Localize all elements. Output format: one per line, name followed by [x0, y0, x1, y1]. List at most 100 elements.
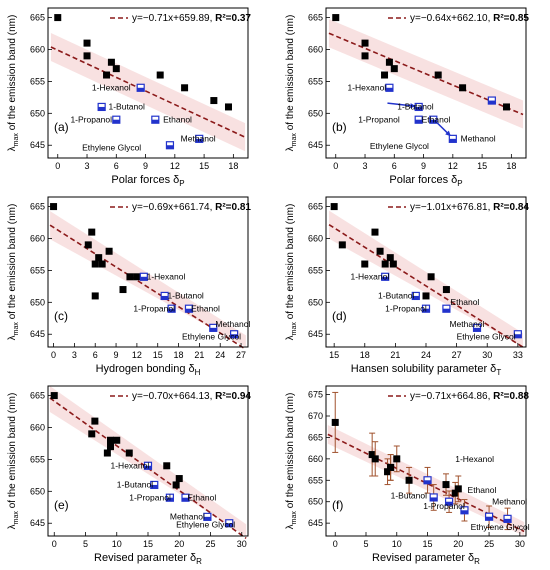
solvent-label: 1-Propanol	[70, 114, 112, 124]
x-tick-label: 25	[205, 539, 215, 549]
data-point-black	[224, 103, 232, 111]
solvent-label: 1-Propanol	[423, 501, 465, 511]
data-point-black	[163, 462, 171, 470]
data-point-blue	[484, 512, 494, 521]
panel-label: (e)	[54, 498, 69, 512]
fit-equation: y=−1.01x+676.81, R²=0.84	[410, 202, 529, 213]
x-tick-label: 30	[515, 539, 525, 549]
plot-frame	[47, 7, 249, 159]
data-point-black	[133, 273, 141, 281]
data-point-black	[175, 475, 183, 483]
data-point-blue	[385, 83, 394, 92]
x-tick-label: 10	[392, 539, 402, 549]
data-point-black	[451, 489, 459, 497]
x-tick-label: 15	[423, 539, 433, 549]
data-point-blue	[97, 102, 106, 112]
y-tick-label: 650	[30, 297, 45, 307]
data-point-black	[91, 292, 99, 300]
y-tick-label: 645	[308, 140, 323, 150]
x-tick-label: 15	[153, 350, 163, 360]
x-axis-label: Hydrogen bonding δH	[96, 363, 201, 377]
data-point-blue	[143, 461, 153, 470]
solvent-label: 1-Butanol	[378, 290, 414, 300]
data-point-black	[371, 228, 379, 236]
data-point-black	[107, 443, 114, 451]
data-point-blue	[460, 506, 469, 515]
x-axis-label: Revised parameter δR	[372, 552, 480, 566]
y-tick-label: 665	[308, 202, 323, 212]
x-tick-label: 24	[421, 350, 431, 360]
y-tick-label: 665	[308, 13, 323, 23]
data-point-black	[119, 286, 127, 294]
solvent-label: Ethanol	[191, 303, 220, 313]
data-point-black	[330, 203, 338, 211]
data-point-black	[389, 260, 397, 268]
x-tick-label: 30	[482, 350, 492, 360]
y-axis-label: λmax of the emission band (nm)	[285, 15, 298, 152]
data-point-blue	[112, 115, 121, 124]
x-tick-label: 27	[236, 350, 246, 360]
data-point-black	[210, 97, 218, 105]
y-tick-label: 665	[308, 432, 323, 442]
data-point-blue	[421, 304, 431, 313]
x-tick-label: 12	[132, 350, 142, 360]
solvent-label: 1-Propanol	[129, 492, 171, 502]
data-point-black	[454, 485, 462, 493]
panel-label: (d)	[332, 309, 347, 323]
confidence-band	[50, 211, 246, 347]
x-tick-label: 33	[513, 350, 523, 360]
solvent-label: 1-Hexanol	[347, 82, 386, 92]
data-point-blue	[414, 115, 423, 124]
x-tick-label: 9	[114, 350, 119, 360]
x-tick-label: 15	[199, 161, 209, 171]
data-point-blue	[184, 304, 194, 313]
data-point-black	[91, 417, 99, 425]
y-tick-label: 650	[308, 297, 323, 307]
data-point-blue	[230, 330, 239, 339]
fit-line	[328, 32, 524, 116]
data-point-black	[442, 286, 450, 294]
solvent-label: Ethylene Glycol	[457, 331, 516, 341]
data-point-black	[50, 392, 58, 400]
data-point-black	[50, 203, 58, 211]
solvent-label: 1-Butanol	[117, 479, 153, 489]
solvent-label: Methanol	[461, 133, 496, 143]
solvent-label: 1-Butanol	[108, 101, 144, 111]
x-tick-label: 21	[390, 350, 400, 360]
data-point-black	[368, 451, 376, 459]
data-point-black	[98, 260, 106, 268]
x-tick-label: 24	[215, 350, 225, 360]
fit-equation: y=−0.71x+659.89, R²=0.37	[132, 13, 251, 24]
solvent-label: 1-Butanol	[391, 490, 427, 500]
x-tick-label: 15	[329, 350, 339, 360]
data-point-blue	[209, 323, 218, 332]
x-tick-label: 6	[114, 161, 119, 171]
data-point-blue	[136, 83, 145, 92]
x-tick-label: 3	[72, 350, 77, 360]
data-point-black	[387, 463, 395, 471]
solvent-label: Methanol	[181, 133, 216, 143]
solvent-label: Methanol	[170, 511, 205, 521]
data-point-black	[385, 58, 393, 66]
x-tick-label: 18	[174, 350, 184, 360]
panel-b: 645 650 655 660 665 0 3 6 9 12 15 18 y=−0.64x+662.10…	[285, 7, 529, 188]
solvent-label: 1-Hexanol	[455, 454, 494, 464]
panel-d: 645 650 655 660 665 15 18 21 24 27 30 33 y=−1.01x+67…	[285, 196, 529, 377]
y-tick-label: 655	[30, 76, 45, 86]
panel-a: 645 650 655 660 665 0 3 6 9 12 15 18 y=−0.71x+659.89…	[7, 7, 251, 188]
x-tick-label: 0	[333, 539, 338, 549]
data-point-blue	[167, 304, 176, 313]
solvent-label: 1-Propanol	[358, 114, 400, 124]
x-tick-label: 0	[55, 161, 60, 171]
y-tick-label: 660	[30, 44, 45, 54]
data-point-black	[434, 71, 442, 79]
solvent-label: Ethylene Glycol	[370, 141, 429, 151]
y-tick-label: 650	[308, 108, 323, 118]
solvent-label: Ethylene Glycol	[471, 522, 530, 532]
data-point-black	[361, 52, 369, 60]
y-tick-label: 650	[30, 108, 45, 118]
data-point-black	[361, 260, 369, 268]
data-point-black	[459, 84, 467, 92]
data-point-black	[405, 476, 413, 484]
x-tick-label: 15	[477, 161, 487, 171]
